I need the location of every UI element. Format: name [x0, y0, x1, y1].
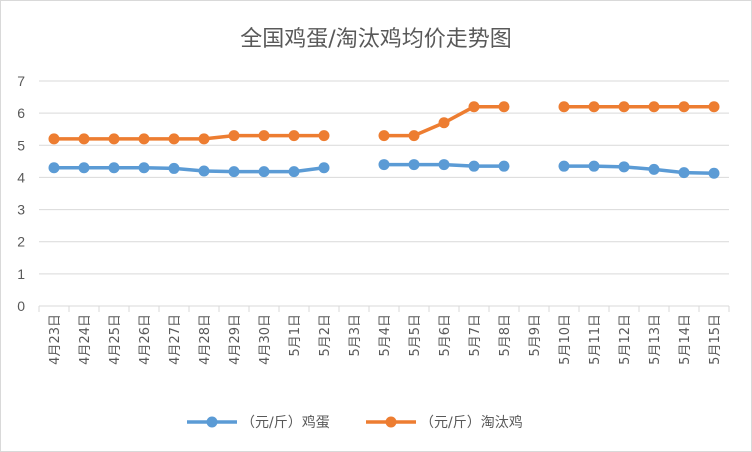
data-point: [708, 101, 720, 113]
data-point: [588, 101, 600, 113]
data-point: [48, 133, 60, 145]
x-tick-label: 5月9日: [528, 314, 543, 357]
data-point: [318, 162, 330, 174]
y-tick-label: 3: [17, 202, 25, 218]
x-tick-label: 5月4日: [378, 314, 393, 357]
data-point: [138, 162, 150, 174]
x-tick-label: 5月5日: [408, 314, 423, 357]
data-point: [468, 160, 480, 172]
x-tick-label: 5月6日: [438, 314, 453, 357]
x-tick-label: 5月12日: [618, 314, 633, 365]
x-tick-label: 4月25日: [108, 314, 123, 365]
y-tick-label: 2: [17, 234, 25, 250]
x-tick-label: 5月7日: [468, 314, 483, 357]
x-tick-label: 5月2日: [318, 314, 333, 357]
data-point: [498, 160, 510, 172]
x-tick-label: 5月15日: [708, 314, 723, 365]
data-point: [258, 166, 270, 178]
y-axis: 0 1 2 3 4 5 6 7: [17, 73, 25, 314]
data-point: [708, 167, 720, 179]
data-point: [318, 130, 330, 142]
x-tick-label: 5月10日: [558, 314, 573, 365]
x-tick-label: 4月27日: [168, 314, 183, 365]
data-point: [228, 166, 240, 178]
data-point: [108, 133, 120, 145]
legend-label: （元/斤）鸡蛋: [241, 414, 330, 431]
data-point: [198, 165, 210, 177]
data-point: [228, 130, 240, 142]
legend-marker: [385, 416, 397, 428]
x-tick-label: 4月28日: [198, 314, 213, 365]
x-tick-label: 4月29日: [228, 314, 243, 365]
gridlines: [39, 80, 729, 307]
data-point: [198, 133, 210, 145]
y-tick-label: 0: [17, 298, 25, 314]
chart-title: 全国鸡蛋/淘汰鸡均价走势图: [240, 27, 511, 52]
data-point: [438, 117, 450, 129]
y-tick-label: 4: [17, 169, 25, 185]
x-tick-label: 5月1日: [288, 314, 303, 357]
data-point: [438, 159, 450, 171]
data-point: [378, 159, 390, 171]
data-point: [468, 101, 480, 113]
data-point: [678, 101, 690, 113]
x-tick-label: 5月8日: [498, 314, 513, 357]
x-tick-label: 4月26日: [138, 314, 153, 365]
data-point: [48, 162, 60, 174]
x-tick-label: 5月14日: [678, 314, 693, 365]
data-point: [558, 101, 570, 113]
series-group: [48, 101, 720, 145]
data-point: [108, 162, 120, 174]
data-point: [288, 166, 300, 178]
y-tick-label: 7: [17, 73, 25, 89]
y-tick-label: 1: [17, 266, 25, 282]
data-point: [78, 133, 90, 145]
y-tick-label: 5: [17, 137, 25, 153]
data-point: [168, 133, 180, 145]
y-tick-label: 6: [17, 105, 25, 121]
data-point: [138, 133, 150, 145]
x-tick-label: 5月3日: [348, 314, 363, 357]
series-layer: [48, 101, 720, 179]
data-point: [648, 163, 660, 175]
data-point: [408, 130, 420, 142]
series-group: [48, 159, 720, 179]
x-tick-label: 4月23日: [48, 314, 63, 365]
data-point: [408, 159, 420, 171]
data-point: [378, 130, 390, 142]
data-point: [618, 161, 630, 173]
data-point: [558, 160, 570, 172]
legend: （元/斤）鸡蛋 （元/斤）淘汰鸡: [187, 414, 523, 431]
x-tick-label: 5月11日: [588, 314, 603, 365]
x-tick-label: 5月13日: [648, 314, 663, 365]
data-point: [618, 101, 630, 113]
data-point: [678, 167, 690, 179]
data-point: [288, 130, 300, 142]
data-point: [258, 130, 270, 142]
data-point: [78, 162, 90, 174]
x-tick-label: 4月24日: [78, 314, 93, 365]
data-point: [648, 101, 660, 113]
data-point: [168, 162, 180, 174]
x-axis: 4月23日 4月24日 4月25日 4月26日 4月27日 4月28日 4月29日 4月30日…: [38, 306, 730, 365]
x-tick-label: 4月30日: [258, 314, 273, 365]
data-point: [498, 101, 510, 113]
data-point: [588, 160, 600, 172]
legend-label: （元/斤）淘汰鸡: [420, 414, 523, 431]
legend-marker: [206, 416, 218, 428]
